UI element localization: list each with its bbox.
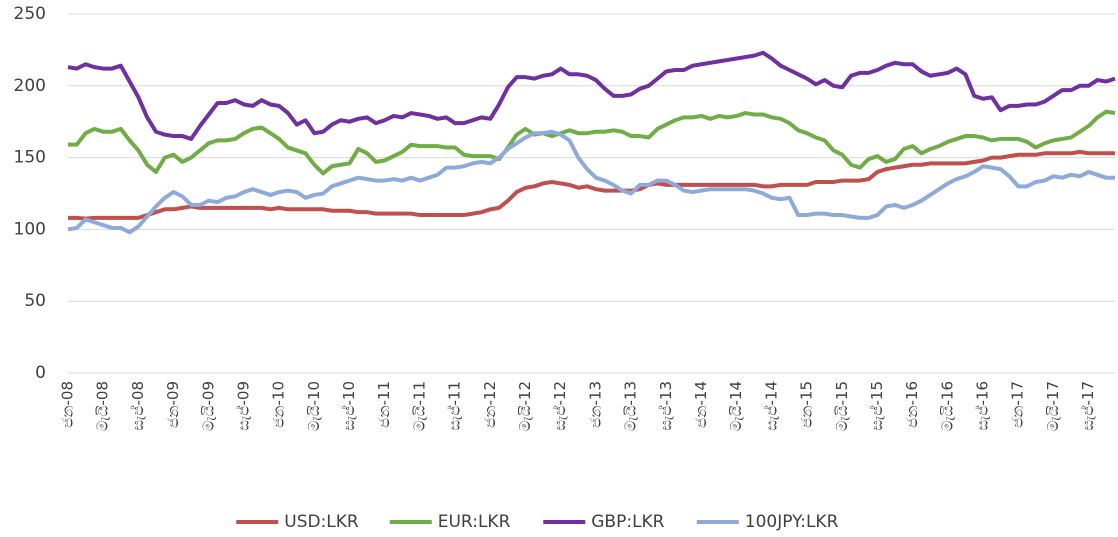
- x-tick-label: ජන-09: [164, 381, 182, 428]
- x-tick-label: මැයි-13: [622, 381, 640, 431]
- y-tick-label: 0: [35, 363, 46, 383]
- x-tick-label: සැප්-12: [551, 381, 569, 431]
- y-tick-label: 250: [14, 4, 46, 24]
- x-tick-label: මැයි-08: [94, 381, 112, 431]
- series-line: [67, 129, 1115, 235]
- x-tick-label: ජන-12: [481, 381, 499, 428]
- x-tick-label: මැයි-14: [727, 381, 745, 431]
- x-tick-label: මැයි-11: [410, 381, 428, 431]
- x-tick-label: ජන-13: [586, 381, 604, 428]
- x-tick-label: සැප්-09: [234, 381, 252, 431]
- y-tick-label: 200: [14, 76, 46, 96]
- x-tick-label: ජන-17: [1009, 381, 1027, 428]
- x-tick-label: ජන-16: [903, 381, 921, 428]
- x-tick-label: මැයි-16: [938, 381, 956, 431]
- x-tick-label: මැයි-09: [199, 381, 217, 431]
- x-tick-label: මැයි-10: [305, 381, 323, 431]
- x-tick-label: සැප්-08: [129, 381, 147, 431]
- legend-label: 100JPY:LKR: [745, 512, 839, 532]
- legend-label: EUR:LKR: [438, 512, 511, 532]
- y-tick-label: 100: [14, 219, 46, 239]
- y-tick-label: 150: [14, 148, 46, 168]
- series-line: [68, 149, 1115, 221]
- x-tick-label: මැයි-17: [1044, 381, 1062, 431]
- x-tick-label: සැප්-17: [1079, 381, 1097, 431]
- legend-label: USD:LKR: [284, 512, 359, 532]
- x-tick-label: මැයි-15: [833, 381, 851, 431]
- x-tick-label: සැප්-14: [762, 381, 780, 431]
- legend-label: GBP:LKR: [591, 512, 664, 532]
- y-tick-label: 50: [24, 291, 46, 311]
- series-line: [67, 50, 1116, 141]
- x-tick-label: ජන-10: [270, 381, 288, 428]
- series-line: [68, 109, 1116, 176]
- x-tick-label: සැප්-10: [340, 381, 358, 431]
- x-tick-label: ජන-08: [59, 381, 77, 428]
- x-tick-label: සැප්-11: [445, 381, 463, 431]
- x-tick-label: මැයි-12: [516, 381, 534, 431]
- x-tick-label: සැප්-15: [868, 381, 886, 431]
- x-tick-label: ජන-11: [375, 381, 393, 428]
- x-tick-label: ජන-14: [692, 381, 710, 428]
- x-tick-label: ජන-15: [798, 381, 816, 428]
- x-tick-label: සැප්-16: [973, 381, 991, 431]
- x-tick-label: සැප්-13: [657, 381, 675, 431]
